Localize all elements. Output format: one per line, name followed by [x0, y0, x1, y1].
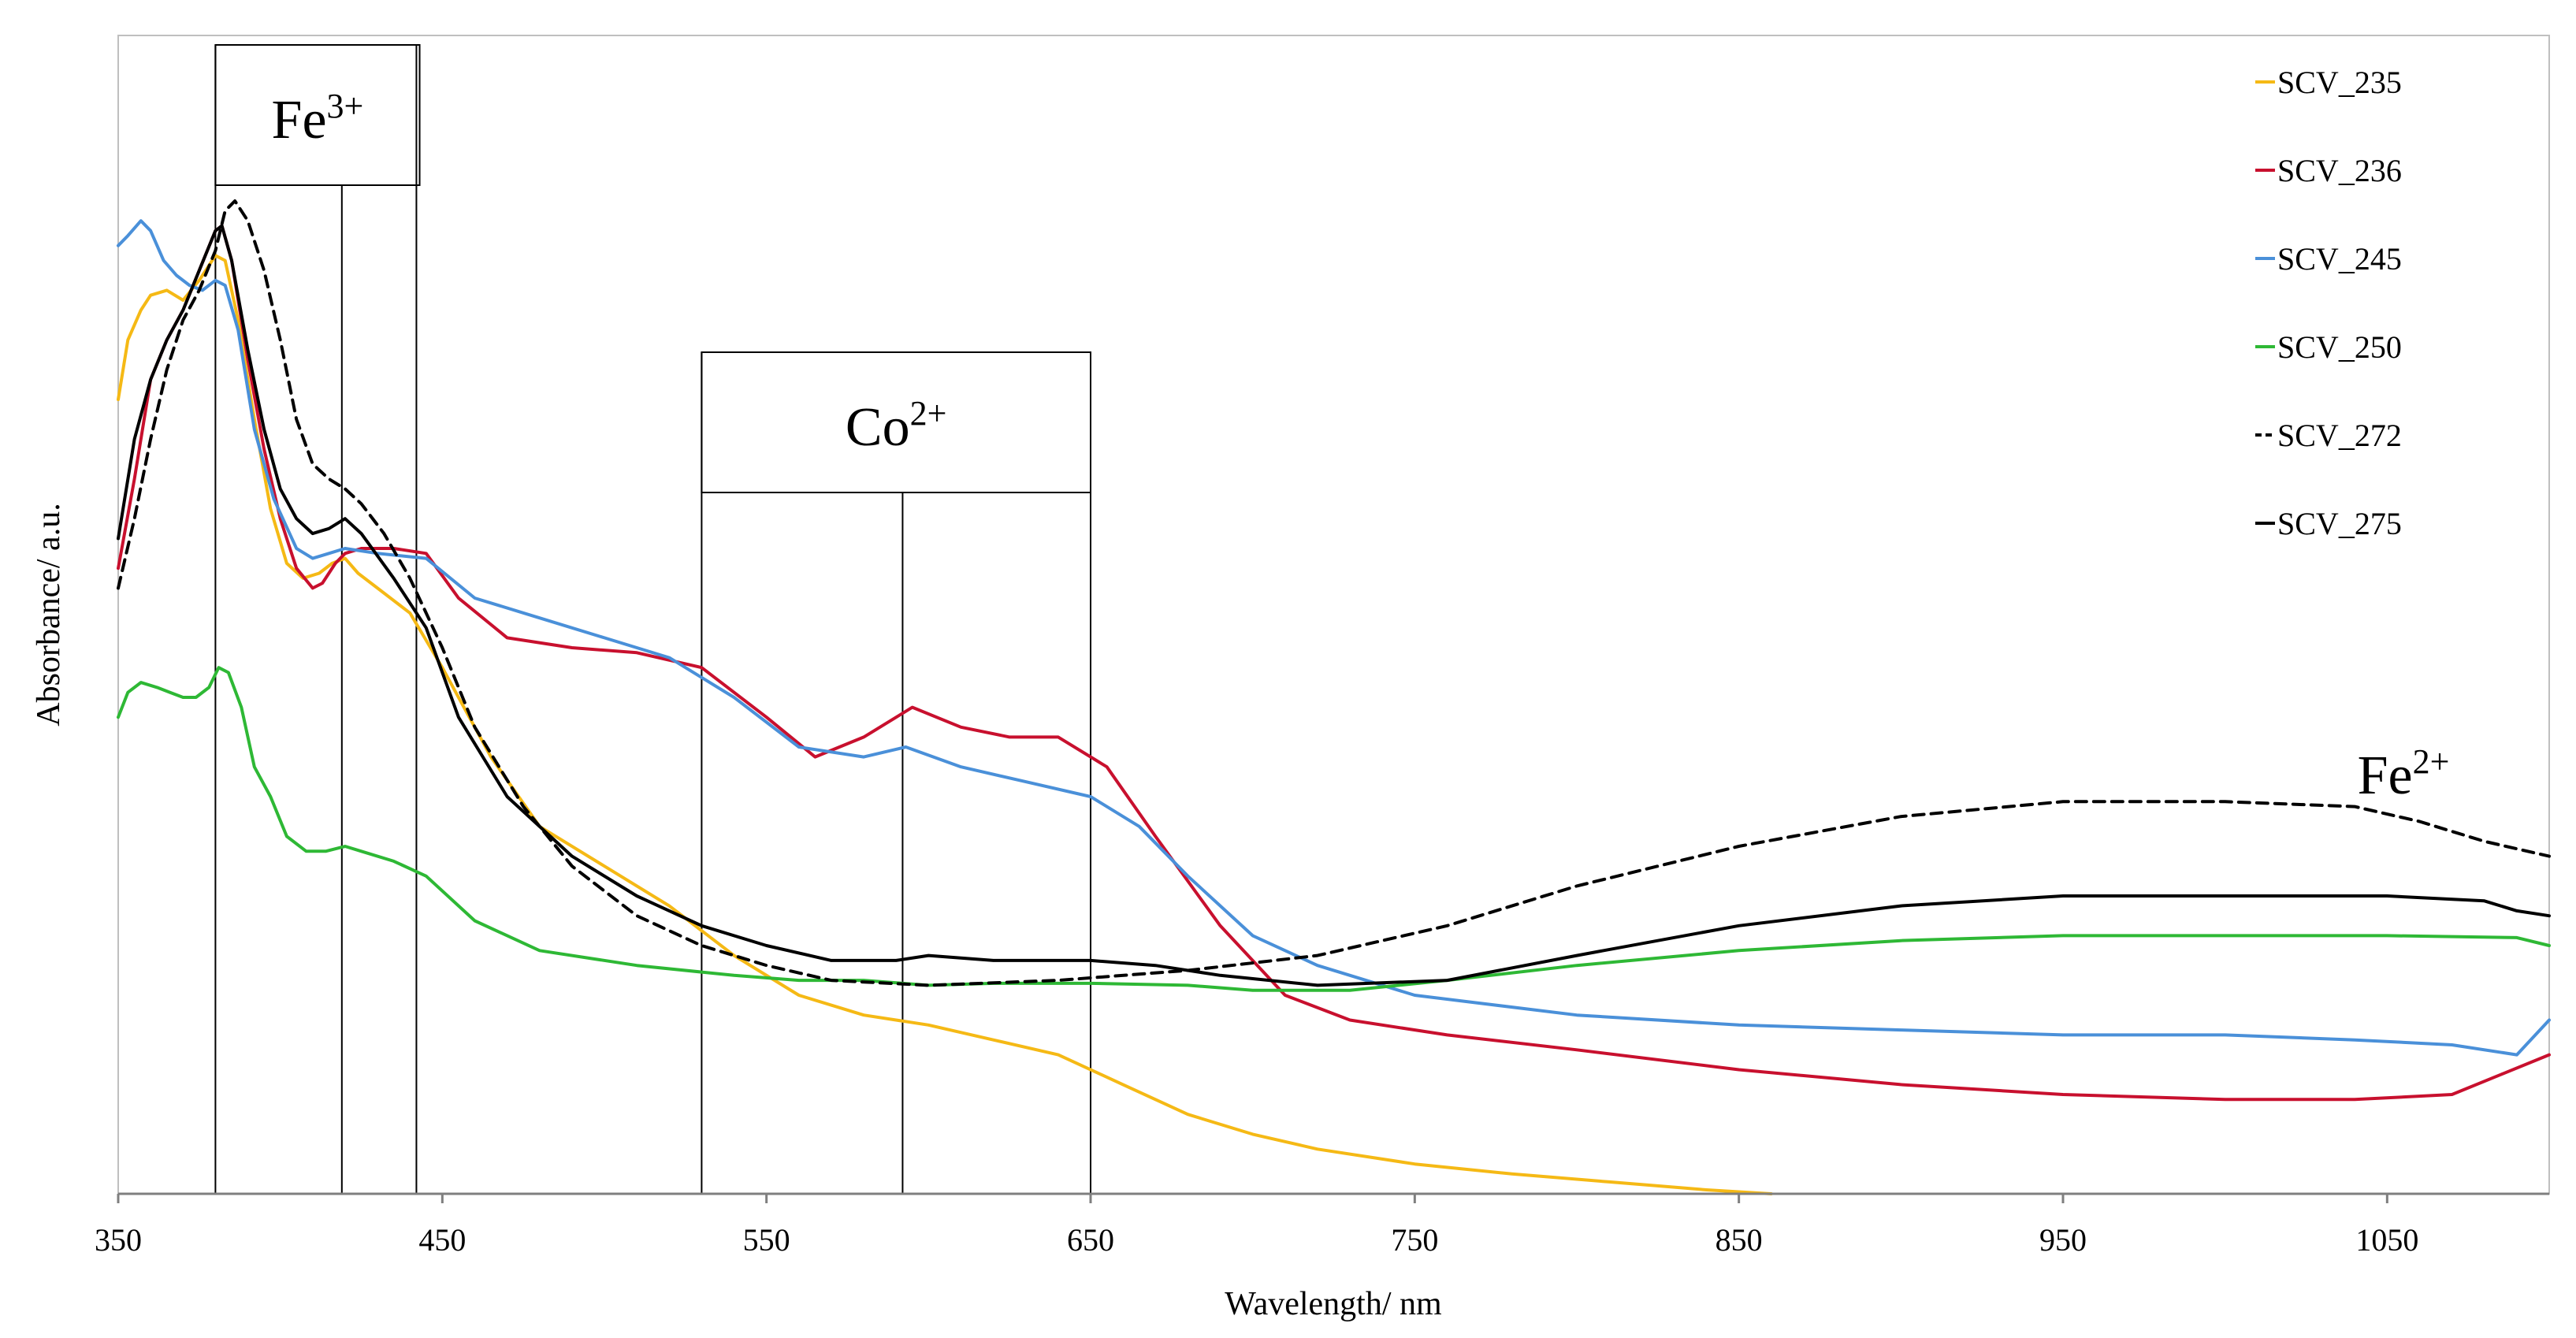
series-layer — [117, 199, 2551, 1195]
x-tick-label: 550 — [743, 1222, 790, 1258]
ion-annotation-box — [701, 351, 1092, 493]
x-tick-label: 750 — [1391, 1222, 1438, 1258]
x-tick-label: 950 — [2039, 1222, 2087, 1258]
legend-label: SCV_272 — [2277, 418, 2402, 453]
legend: SCV_235 SCV_236 SCV_245 SCV_250 SCV_272 SCV_2… — [2255, 65, 2402, 541]
annotation-layer: Fe3+ Co2+ Fe2+ — [214, 44, 2450, 1194]
series-line-scv-272 — [117, 199, 2551, 987]
x-tick-label: 850 — [1715, 1222, 1763, 1258]
y-axis-title: Absorbance/ a.u. — [31, 503, 67, 726]
x-tick-layer: 350 450 550 650 750 850 950 1050 — [95, 1194, 2418, 1258]
legend-label: SCV_236 — [2277, 153, 2402, 188]
x-tick-label: 1050 — [2355, 1222, 2418, 1258]
plot-frame — [117, 35, 2550, 1195]
ion-label: Fe3+ — [272, 87, 364, 151]
ion-label: Co2+ — [846, 394, 947, 458]
legend-label: SCV_275 — [2277, 506, 2402, 541]
ion-annotation-box — [214, 44, 421, 186]
series-line-scv-250 — [117, 666, 2551, 992]
x-tick-label: 450 — [418, 1222, 466, 1258]
series-line-scv-275 — [117, 224, 2551, 987]
series-line-scv-236 — [117, 224, 2551, 1102]
x-tick-label: 650 — [1067, 1222, 1114, 1258]
ion-label: Fe2+ — [2358, 742, 2450, 806]
x-axis-title: Wavelength/ nm — [1225, 1286, 1442, 1322]
legend-label: SCV_245 — [2277, 241, 2402, 277]
legend-label: SCV_250 — [2277, 329, 2402, 365]
series-line-scv-245 — [117, 219, 2551, 1057]
x-tick-label: 350 — [95, 1222, 142, 1258]
legend-label: SCV_235 — [2277, 65, 2402, 100]
